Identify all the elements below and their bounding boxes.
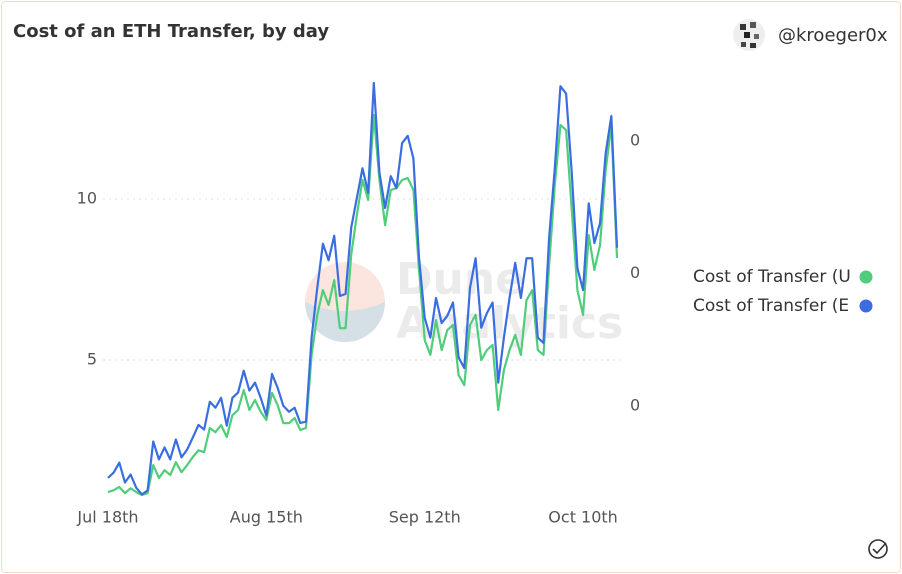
legend-swatch [859,299,873,313]
chart-title: Cost of an ETH Transfer, by day [13,21,329,42]
legend-label[interactable]: Cost of Transfer (U [693,267,851,287]
watermark-line: Analytics [396,298,623,349]
y2-tick-label: 0 [630,263,640,282]
legend-swatch [859,270,873,284]
x-tick-label: Jul 18th [76,508,138,527]
plot: 5 10 0 0 0 Jul 18th Aug 15th Sep 12th Oct 10th [76,81,640,527]
x-tick-label: Sep 12th [389,508,461,527]
verified-icon[interactable] [868,539,888,559]
legend-label[interactable]: Cost of Transfer (E [693,296,849,316]
series-line [107,81,619,496]
y2-tick-label: 0 [630,131,640,150]
watermark: Dune Analytics [305,254,623,349]
series-line [107,113,619,497]
author[interactable]: @kroeger0x [778,25,888,46]
y-tick-label: 5 [87,350,97,369]
y-tick-label: 10 [77,189,97,208]
y2-tick-label: 0 [630,395,640,414]
avatar [733,19,765,51]
x-tick-label: Oct 10th [548,508,618,527]
x-tick-label: Aug 15th [230,508,303,527]
